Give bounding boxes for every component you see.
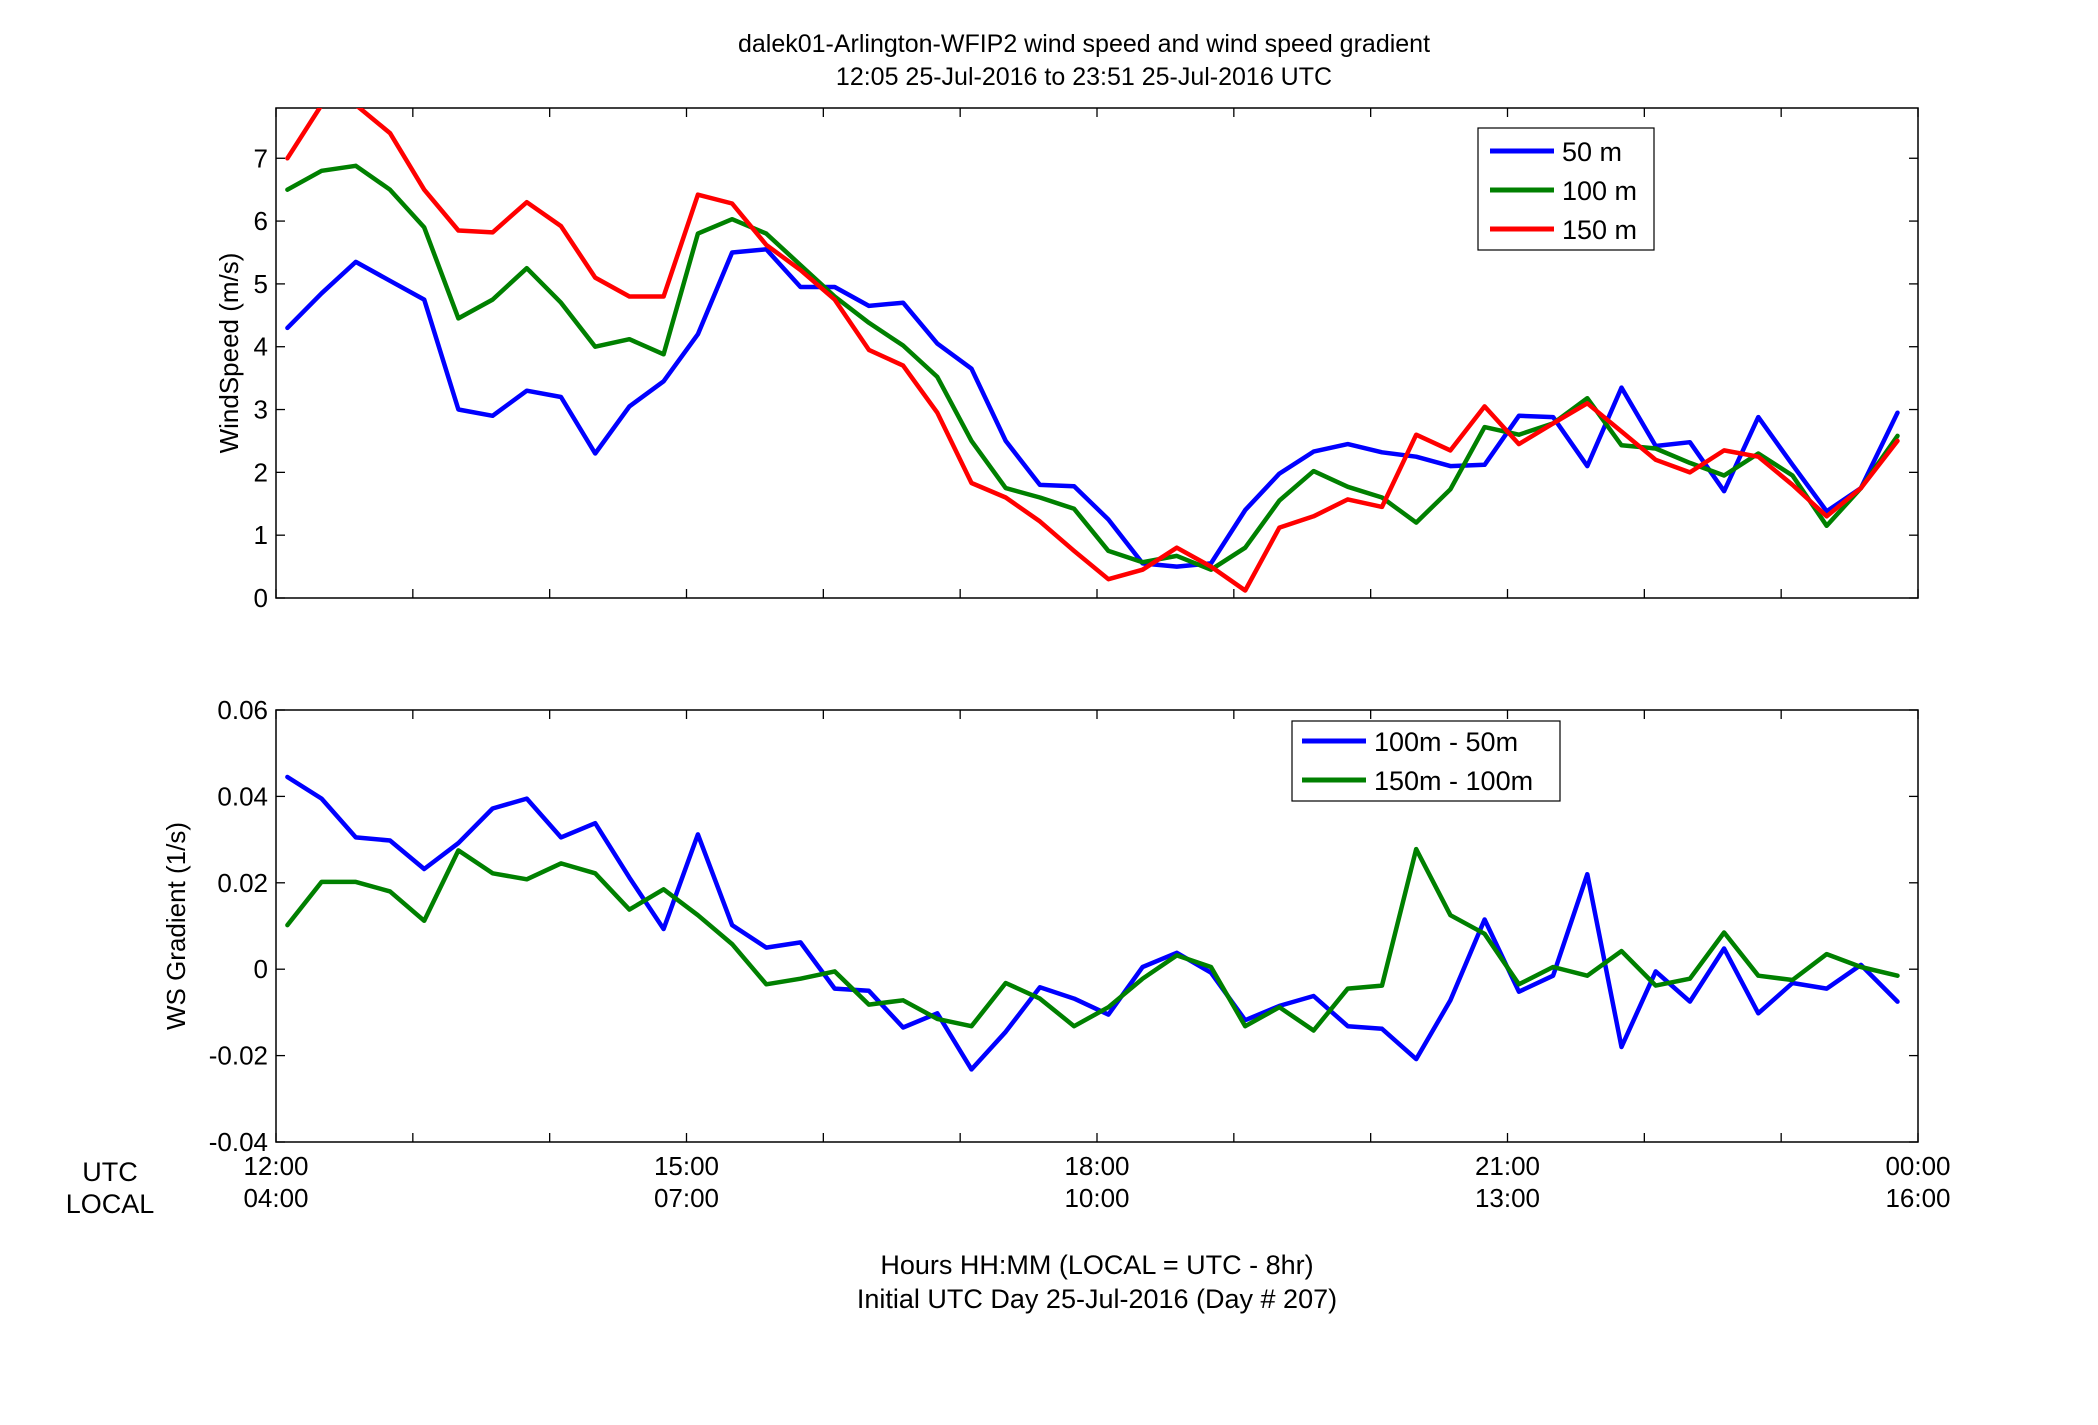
gradient-series-line-1: [285, 846, 1900, 1033]
gradient-y-ticks: -0.04 -0.02 0 0.02 0.04 0.06: [209, 695, 1918, 1157]
legend-label-50m: 50 m: [1562, 137, 1622, 167]
chart-title-line2: 12:05 25-Jul-2016 to 23:51 25-Jul-2016 U…: [836, 63, 1332, 91]
gradient-series-lines: [285, 774, 1900, 1072]
windspeed-x-ticks: [275, 108, 1919, 598]
local-row-label: LOCAL: [66, 1189, 155, 1219]
windspeed-y-tick-label: 1: [254, 520, 268, 550]
windspeed-y-tick-label: 5: [254, 269, 268, 299]
legend-label-150m: 150 m: [1562, 215, 1637, 245]
legend-label-150m-100m: 150m - 100m: [1374, 766, 1533, 796]
windspeed-series-line-2: [285, 108, 1900, 593]
gradient-legend-box: [1291, 720, 1561, 802]
windspeed-y-tick-label: 3: [254, 395, 268, 425]
gradient-y-tick-label: 0.02: [217, 868, 268, 898]
windspeed-y-tick-label: 7: [254, 143, 268, 173]
windspeed-y-ticks: 0 1 2 3 4 5 6 7: [254, 143, 1918, 613]
x-tick-label-local: 07:00: [654, 1183, 719, 1213]
legend-label-100m-50m: 100m - 50m: [1374, 727, 1518, 757]
x-axis-label-line1: Hours HH:MM (LOCAL = UTC - 8hr): [880, 1250, 1313, 1280]
windspeed-y-tick-label: 0: [254, 583, 268, 613]
gradient-y-tick-label: 0.06: [217, 695, 268, 725]
windspeed-series-line-0: [285, 247, 1900, 569]
x-tick-label-utc: 15:00: [654, 1151, 719, 1181]
x-tick-label-local: 13:00: [1475, 1183, 1540, 1213]
legend-label-100m: 100 m: [1562, 176, 1637, 206]
utc-row-label: UTC: [82, 1157, 138, 1187]
x-tick-label-local: 04:00: [243, 1183, 308, 1213]
x-tick-label-local: 16:00: [1885, 1183, 1950, 1213]
windspeed-legend: 50 m 100 m 150 m: [1477, 127, 1655, 251]
x-tick-label-utc: 21:00: [1475, 1151, 1540, 1181]
windspeed-series-line-1: [285, 163, 1900, 572]
gradient-legend: 100m - 50m 150m - 100m: [1291, 720, 1561, 802]
gradient-panel: -0.04 -0.02 0 0.02 0.04 0.06 WS Gradient (1/s…: [161, 695, 1919, 1157]
gradient-plot-frame: [275, 709, 1919, 1143]
chart-title-line1: dalek01-Arlington-WFIP2 wind speed and w…: [738, 30, 1430, 58]
windspeed-y-axis-label: WindSpeed (m/s): [214, 253, 244, 454]
x-tick-label-utc: 00:00: [1885, 1151, 1950, 1181]
x-axis-label-line2: Initial UTC Day 25-Jul-2016 (Day # 207): [857, 1284, 1337, 1314]
gradient-y-tick-label: -0.04: [209, 1127, 268, 1157]
x-tick-label-local: 10:00: [1064, 1183, 1129, 1213]
gradient-y-axis-label: WS Gradient (1/s): [161, 822, 191, 1030]
x-tick-label-utc: 12:00: [243, 1151, 308, 1181]
gradient-y-tick-label: 0.04: [217, 781, 268, 811]
windspeed-y-tick-label: 2: [254, 457, 268, 487]
gradient-x-ticks: [275, 710, 1919, 1142]
windspeed-y-tick-label: 6: [254, 206, 268, 236]
windspeed-series-lines: [285, 108, 1900, 593]
windspeed-plot-frame: [275, 107, 1919, 599]
gradient-y-tick-label: -0.02: [209, 1041, 268, 1071]
gradient-y-tick-label: 0: [254, 954, 268, 984]
gradient-series-line-0: [285, 774, 1900, 1072]
windspeed-panel: 0 1 2 3 4 5 6 7 WindSpeed (m/s) 50 m 100 m 150 …: [214, 107, 1919, 613]
x-tick-label-utc: 18:00: [1064, 1151, 1129, 1181]
windspeed-y-tick-label: 4: [254, 332, 268, 362]
